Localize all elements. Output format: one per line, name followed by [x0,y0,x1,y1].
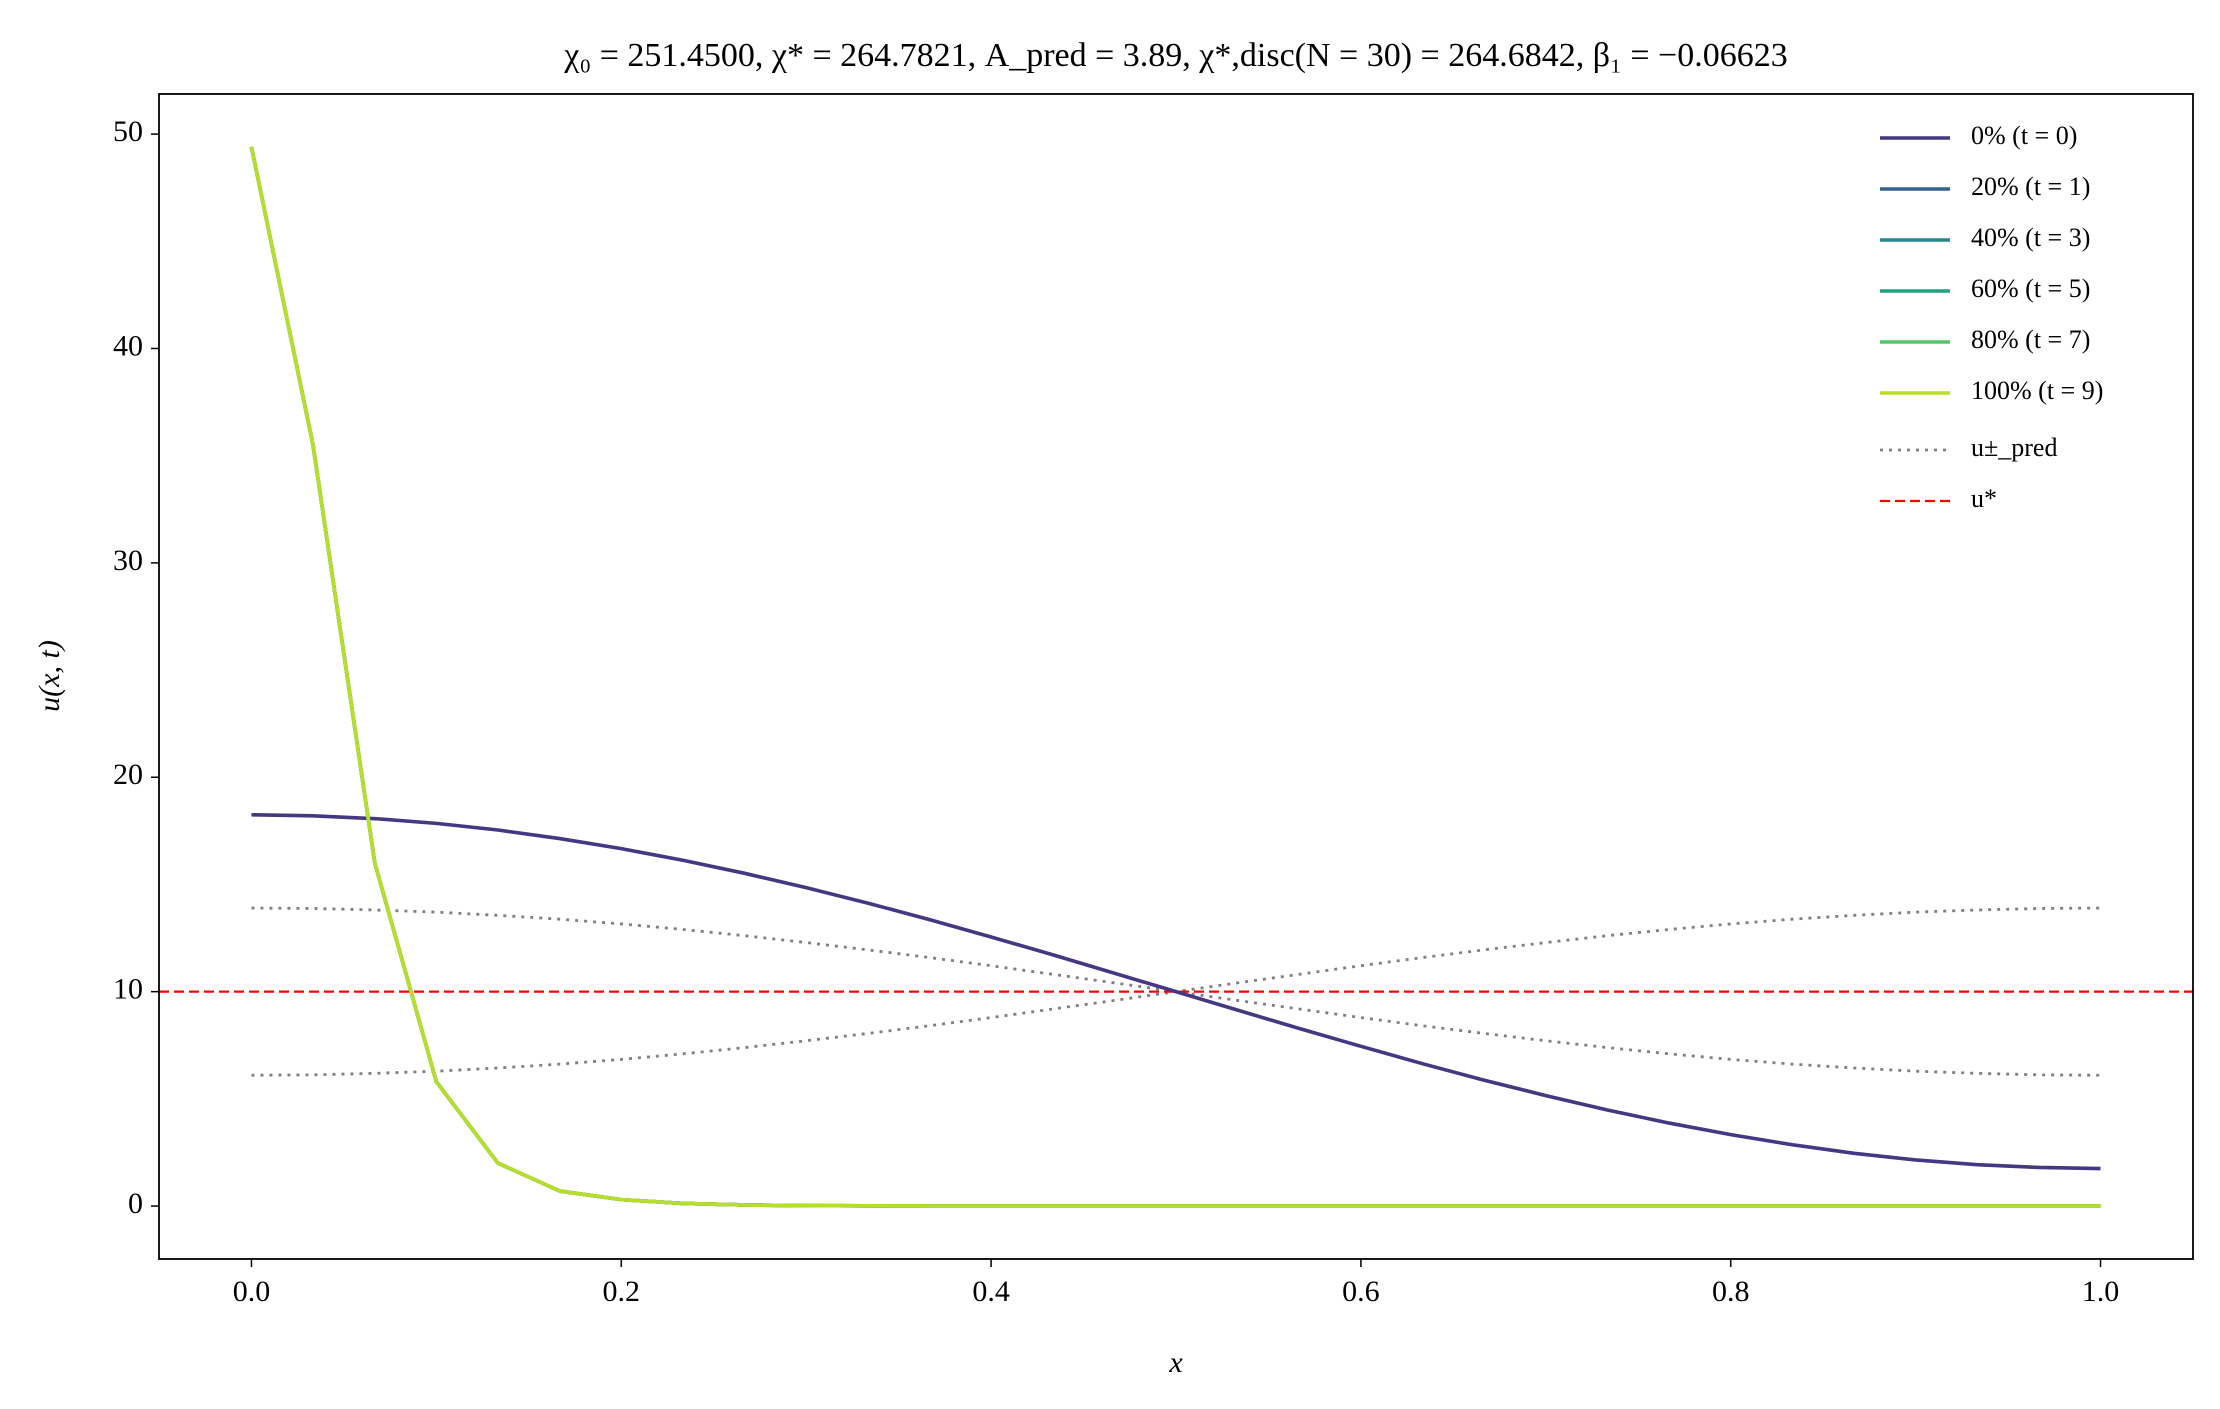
y-tick-label: 30 [113,544,143,577]
legend-label: 100% (t = 9) [1971,376,2103,405]
series-line [249,146,2101,1208]
x-tick-label: 1.0 [2082,1275,2120,1308]
legend-label: 40% (t = 3) [1971,223,2090,252]
y-axis-label: u(x, t) [33,640,66,712]
y-tick-label: 50 [113,115,143,148]
x-tick-label: 0.6 [1342,1275,1380,1308]
x-axis-label: x [1168,1346,1183,1379]
y-tick-label: 40 [113,329,143,362]
plot-frame [158,93,2194,1260]
x-tick-label: 0.8 [1712,1275,1750,1308]
x-tick-label: 0.2 [603,1275,641,1308]
legend-label: 0% (t = 0) [1971,121,2077,150]
y-tick-label: 10 [113,973,143,1006]
chart-title: χ₀ = 251.4500, χ* = 264.7821, A_pred = 3… [563,37,1787,74]
legend-label: u±_pred [1971,433,2057,462]
series-line [251,812,2101,1171]
y-tick-label: 20 [113,758,143,791]
x-tick-label: 0.0 [233,1275,271,1308]
legend-label: 60% (t = 5) [1971,274,2090,303]
y-tick-label: 0 [128,1187,143,1220]
legend-label: 20% (t = 1) [1971,172,2090,201]
legend-label: u* [1971,484,1997,513]
x-tick-label: 0.4 [972,1275,1010,1308]
legend-label: 80% (t = 7) [1971,325,2090,354]
